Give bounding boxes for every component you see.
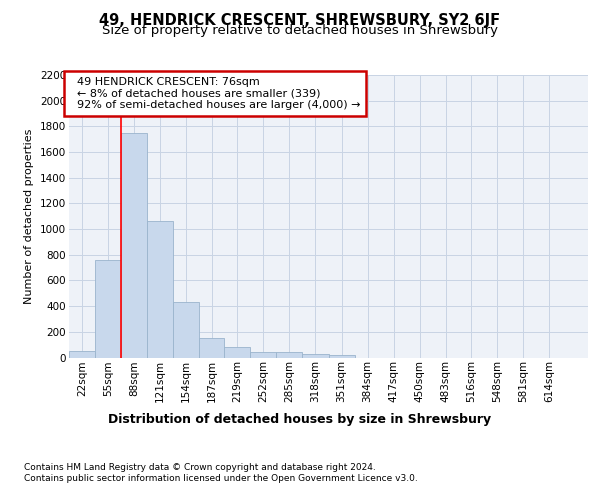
Y-axis label: Number of detached properties: Number of detached properties bbox=[25, 128, 34, 304]
Text: 49 HENDRICK CRESCENT: 76sqm
  ← 8% of detached houses are smaller (339)
  92% of: 49 HENDRICK CRESCENT: 76sqm ← 8% of deta… bbox=[70, 77, 360, 110]
Bar bbox=[147, 220, 173, 358]
Bar bbox=[173, 302, 199, 358]
Bar bbox=[199, 338, 224, 357]
Bar bbox=[224, 347, 250, 358]
Bar bbox=[277, 352, 302, 358]
Bar bbox=[121, 133, 147, 358]
Bar bbox=[329, 355, 355, 358]
Bar bbox=[302, 354, 329, 358]
Text: Contains public sector information licensed under the Open Government Licence v3: Contains public sector information licen… bbox=[24, 474, 418, 483]
Bar bbox=[250, 352, 277, 358]
Text: Distribution of detached houses by size in Shrewsbury: Distribution of detached houses by size … bbox=[109, 412, 491, 426]
Text: Size of property relative to detached houses in Shrewsbury: Size of property relative to detached ho… bbox=[102, 24, 498, 37]
Text: 49, HENDRICK CRESCENT, SHREWSBURY, SY2 6JF: 49, HENDRICK CRESCENT, SHREWSBURY, SY2 6… bbox=[100, 12, 500, 28]
Bar bbox=[95, 260, 121, 358]
Text: Contains HM Land Registry data © Crown copyright and database right 2024.: Contains HM Land Registry data © Crown c… bbox=[24, 462, 376, 471]
Bar bbox=[69, 351, 95, 358]
